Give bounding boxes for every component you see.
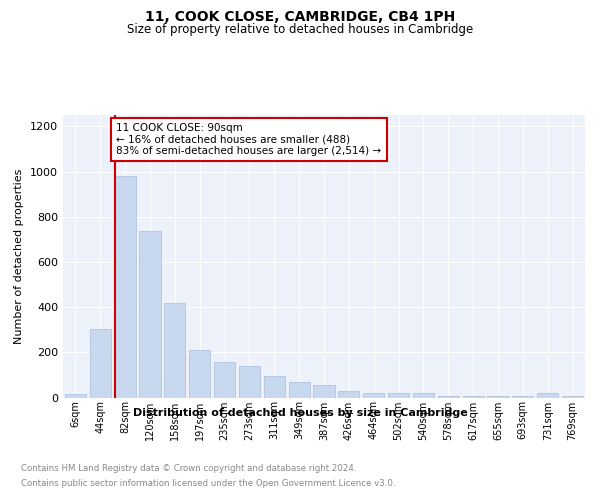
- Text: 11 COOK CLOSE: 90sqm
← 16% of detached houses are smaller (488)
83% of semi-deta: 11 COOK CLOSE: 90sqm ← 16% of detached h…: [116, 123, 382, 156]
- Bar: [388, 393, 409, 398]
- Bar: [487, 396, 509, 398]
- Bar: [239, 366, 260, 398]
- Bar: [289, 382, 310, 398]
- Bar: [413, 393, 434, 398]
- Bar: [537, 393, 558, 398]
- Bar: [313, 385, 335, 398]
- Text: Distribution of detached houses by size in Cambridge: Distribution of detached houses by size …: [133, 408, 467, 418]
- Bar: [90, 328, 111, 398]
- Text: Size of property relative to detached houses in Cambridge: Size of property relative to detached ho…: [127, 22, 473, 36]
- Bar: [512, 396, 533, 398]
- Y-axis label: Number of detached properties: Number of detached properties: [14, 168, 25, 344]
- Text: 11, COOK CLOSE, CAMBRIDGE, CB4 1PH: 11, COOK CLOSE, CAMBRIDGE, CB4 1PH: [145, 10, 455, 24]
- Bar: [463, 396, 484, 398]
- Bar: [264, 376, 285, 398]
- Bar: [363, 393, 384, 398]
- Bar: [115, 176, 136, 398]
- Bar: [164, 302, 185, 398]
- Text: Contains public sector information licensed under the Open Government Licence v3: Contains public sector information licen…: [21, 479, 395, 488]
- Bar: [139, 232, 161, 398]
- Bar: [189, 350, 210, 398]
- Bar: [65, 394, 86, 398]
- Bar: [438, 396, 459, 398]
- Bar: [338, 390, 359, 398]
- Text: Contains HM Land Registry data © Crown copyright and database right 2024.: Contains HM Land Registry data © Crown c…: [21, 464, 356, 473]
- Bar: [562, 396, 583, 398]
- Bar: [214, 362, 235, 398]
